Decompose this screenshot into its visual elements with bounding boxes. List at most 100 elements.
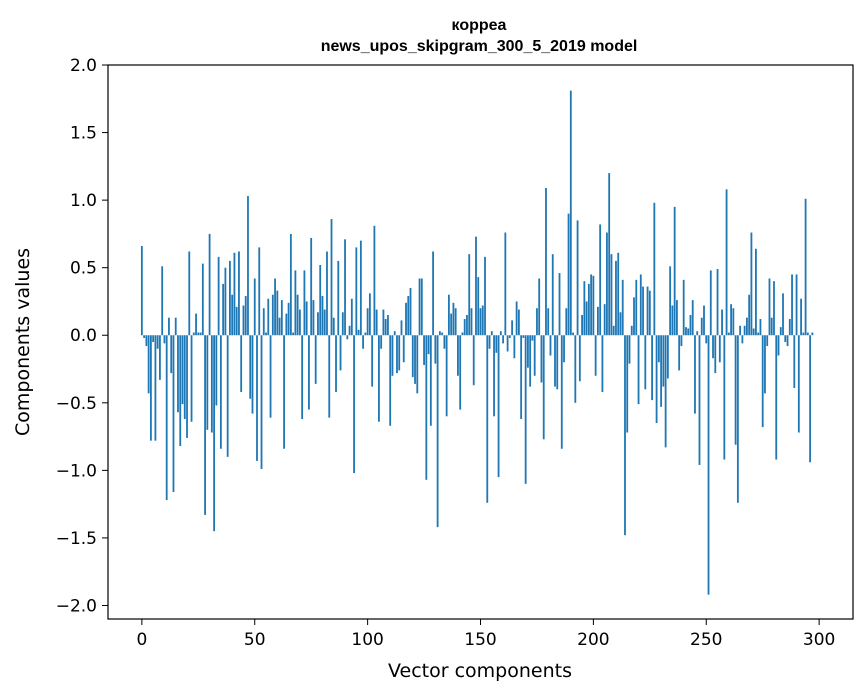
bar-119 (409, 287, 412, 336)
chart-subtitle: news_upos_skipgram_300_5_2019 model (321, 38, 638, 55)
bar-212 (619, 312, 622, 336)
bar-294 (804, 198, 807, 336)
bar-154 (488, 335, 491, 349)
bar-187 (563, 335, 565, 363)
bar-23 (192, 332, 195, 336)
bar-6 (154, 335, 157, 441)
bar-99 (364, 332, 367, 336)
bar-107 (382, 309, 385, 336)
bar-203 (599, 224, 602, 336)
bar-84 (330, 219, 333, 336)
bar-233 (666, 335, 669, 379)
bar-86 (335, 335, 337, 392)
y-tick-label: 2.0 (70, 56, 97, 76)
bar-271 (752, 328, 755, 336)
x-tick-label: 150 (464, 630, 496, 650)
bar-149 (477, 277, 480, 336)
bar-10 (163, 335, 166, 344)
bar-284 (782, 293, 784, 336)
bar-170 (524, 335, 527, 484)
bar-98 (362, 335, 365, 349)
bar-71 (301, 335, 304, 420)
bar-238 (678, 335, 681, 371)
bar-122 (416, 335, 419, 394)
bar-152 (484, 256, 486, 336)
bar-177 (540, 335, 543, 383)
bar-33 (215, 335, 218, 406)
bar-288 (791, 274, 793, 336)
bar-264 (736, 335, 739, 503)
bar-216 (628, 335, 631, 364)
bar-159 (499, 331, 502, 336)
bar-28 (204, 335, 206, 515)
bar-189 (567, 213, 570, 336)
bar-66 (289, 233, 292, 336)
bar-30 (208, 233, 211, 336)
bar-9 (161, 266, 164, 336)
bar-175 (536, 308, 538, 336)
bar-164 (511, 320, 514, 336)
bar-125 (423, 335, 425, 365)
bar-178 (542, 335, 545, 440)
bar-188 (565, 308, 568, 336)
bar-247 (698, 335, 701, 465)
y-tick-label: −0.5 (56, 394, 97, 414)
bar-217 (630, 325, 633, 336)
bar-70 (298, 309, 301, 336)
bar-128 (429, 335, 432, 426)
bar-282 (777, 335, 780, 356)
bar-35 (219, 335, 222, 449)
bar-278 (768, 278, 771, 336)
bar-166 (515, 301, 518, 336)
bar-231 (662, 335, 665, 387)
bar-208 (610, 254, 613, 336)
bar-274 (759, 319, 762, 336)
bar-36 (222, 283, 225, 336)
bar-5 (152, 335, 155, 342)
bar-241 (685, 327, 687, 336)
bar-126 (425, 335, 428, 480)
bar-196 (583, 281, 586, 336)
bar-142 (461, 332, 464, 336)
bar-135 (445, 335, 448, 417)
bar-102 (371, 335, 374, 387)
bar-255 (716, 269, 719, 336)
bar-270 (750, 232, 753, 336)
bar-286 (786, 335, 789, 347)
bar-162 (506, 335, 509, 352)
bar-85 (332, 317, 335, 336)
bar-0 (140, 246, 143, 336)
bar-121 (414, 335, 416, 384)
x-tick-label: 200 (577, 630, 609, 650)
bar-100 (366, 308, 369, 336)
bar-123 (418, 278, 421, 336)
bar-29 (206, 335, 209, 430)
bar-174 (533, 335, 536, 376)
bar-72 (303, 270, 306, 336)
bar-103 (373, 225, 376, 336)
x-tick-label: 0 (136, 630, 147, 650)
bar-201 (594, 335, 597, 376)
bar-120 (411, 335, 414, 378)
bar-118 (407, 296, 410, 336)
bar-52 (258, 247, 261, 336)
y-tick-label: −2.0 (56, 596, 97, 616)
bar-281 (775, 335, 778, 460)
bar-287 (788, 319, 791, 336)
bar-50 (253, 278, 256, 336)
bar-232 (664, 335, 667, 448)
bar-49 (251, 335, 254, 414)
bar-82 (326, 251, 328, 336)
y-tick-label: −1.5 (56, 529, 97, 549)
bar-57 (269, 335, 272, 418)
bar-63 (283, 335, 285, 449)
bar-236 (673, 206, 676, 336)
bar-234 (669, 266, 672, 336)
bar-181 (549, 335, 552, 356)
bar-168 (520, 335, 523, 420)
bar-230 (660, 335, 663, 407)
bar-130 (434, 335, 437, 364)
bar-256 (718, 335, 721, 363)
